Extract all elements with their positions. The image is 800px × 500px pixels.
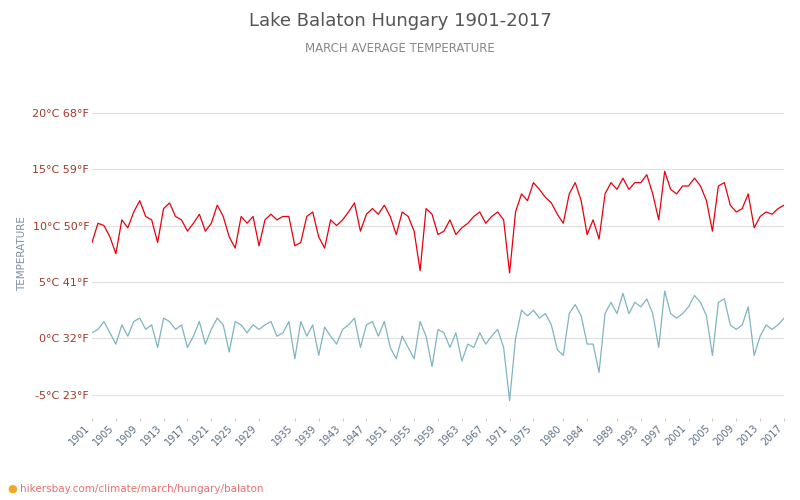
Text: MARCH AVERAGE TEMPERATURE: MARCH AVERAGE TEMPERATURE xyxy=(305,42,495,56)
Text: hikersbay.com/climate/march/hungary/balaton: hikersbay.com/climate/march/hungary/bala… xyxy=(20,484,263,494)
Y-axis label: TEMPERATURE: TEMPERATURE xyxy=(17,216,26,291)
Text: Lake Balaton Hungary 1901-2017: Lake Balaton Hungary 1901-2017 xyxy=(249,12,551,30)
Text: ●: ● xyxy=(8,484,22,494)
